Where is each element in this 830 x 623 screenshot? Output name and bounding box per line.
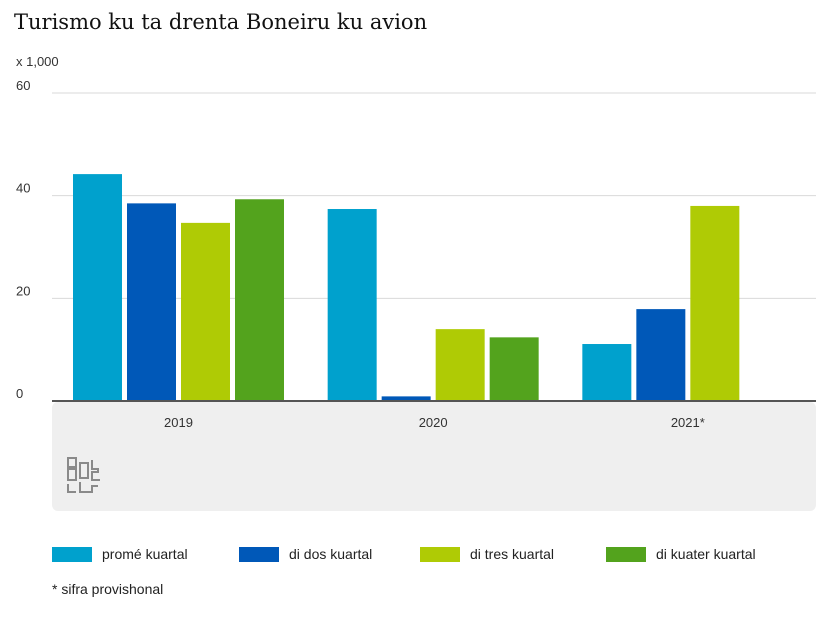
- bar-2019-s2: [127, 203, 176, 401]
- legend-swatch: [420, 546, 460, 562]
- legend-swatch: [52, 546, 92, 562]
- legend-label: di tres kuartal: [470, 546, 555, 562]
- bar-2021-s3: [690, 205, 740, 401]
- bar-2021-s1: [582, 344, 632, 401]
- x-tick-label: 2020: [419, 415, 448, 430]
- legend-item: promé kuartal: [52, 544, 188, 564]
- legend-item: di dos kuartal: [239, 544, 372, 564]
- bar-2020-s2: [381, 396, 431, 401]
- bar-2019-s4: [235, 199, 284, 401]
- bar-2020-s4: [489, 337, 539, 401]
- x-tick-label: 2019: [164, 415, 193, 430]
- bars: [73, 174, 740, 401]
- y-tick-label: 0: [16, 386, 23, 401]
- gridlines: [52, 92, 816, 299]
- chart-title: Turismo ku ta drenta Boneiru ku avion: [14, 10, 428, 34]
- bar-2019-s1: [73, 174, 122, 401]
- x-tick-label: 2021*: [671, 415, 705, 430]
- legend-item: di tres kuartal: [420, 544, 554, 564]
- y-tick-label: 20: [16, 283, 30, 298]
- bar-2020-s3: [435, 329, 485, 401]
- y-axis-ticks: 0 20 40 60: [16, 78, 30, 401]
- legend-swatch: [606, 546, 646, 562]
- footnote: * sifra provishonal: [52, 581, 164, 597]
- y-axis-unit-label: x 1,000: [16, 54, 59, 69]
- legend-label: promé kuartal: [102, 546, 188, 562]
- bar-2021-s2: [636, 309, 686, 401]
- cbs-logo: [67, 457, 100, 493]
- y-tick-label: 60: [16, 78, 30, 93]
- legend-swatch: [239, 546, 279, 562]
- bar-2019-s3: [181, 222, 230, 401]
- x-axis-ticks: 2019 2020 2021*: [164, 415, 705, 430]
- legend: promé kuartal di dos kuartal di tres kuart…: [52, 544, 812, 564]
- legend-item: di kuater kuartal: [606, 544, 756, 564]
- axis-panel-background: [52, 402, 816, 511]
- legend-label: di kuater kuartal: [656, 546, 756, 562]
- bar-chart: 0 20 40 60 2019 2020 2021*: [16, 78, 816, 511]
- bar-2020-s1: [327, 209, 377, 401]
- y-tick-label: 40: [16, 181, 30, 196]
- legend-label: di dos kuartal: [289, 546, 373, 562]
